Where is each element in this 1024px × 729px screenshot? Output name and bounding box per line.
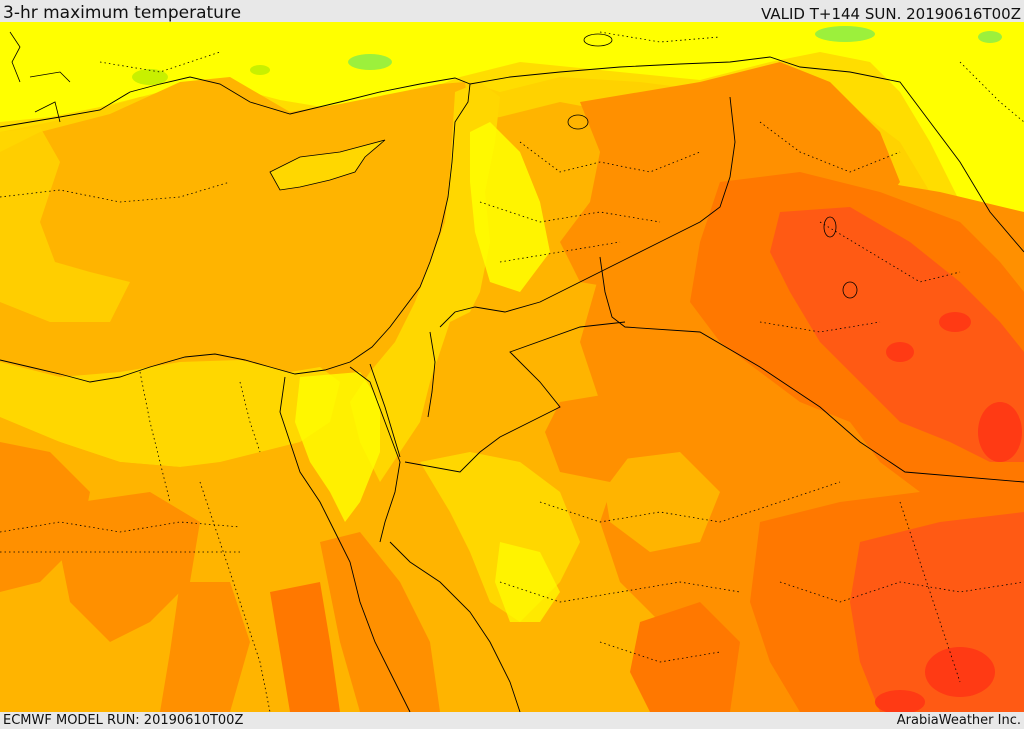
field-green-spot [348, 54, 392, 70]
border-iraq-saudi [599, 256, 1024, 483]
internal-borders [0, 31, 1024, 712]
field-yellow-sinai [295, 372, 380, 522]
border-syria-iraq-jordan [439, 96, 736, 328]
field-amber-arabia [600, 452, 720, 552]
footer-bar: ECMWF MODEL RUN: 20190610T00Z ArabiaWeat… [0, 712, 1024, 729]
field-orange-patch [545, 392, 640, 482]
field-yellow-arabia [495, 542, 560, 622]
field-red-orange-iraq [770, 207, 1024, 462]
valid-time-label: VALID T+144 SUN. 20190616T00Z [761, 5, 1021, 23]
map-title: 3-hr maximum temperature [3, 3, 242, 23]
temperature-map [0, 22, 1024, 712]
field-orange-egypt-south [160, 582, 250, 712]
field-gold-levant [350, 82, 500, 482]
border-jordan-saudi [404, 321, 626, 473]
credit-label: ArabiaWeather Inc. [896, 713, 1021, 728]
border-egypt-israel [369, 363, 401, 458]
coastline-red-sea-east [389, 541, 521, 712]
field-dark-orange-red-sea [270, 582, 340, 712]
field-green-spot [132, 69, 168, 85]
model-run-label: ECMWF MODEL RUN: 20190610T00Z [3, 713, 244, 728]
coastline-dead-sea [427, 331, 436, 418]
field-orange-egypt [60, 492, 200, 642]
field-green-spot [250, 65, 270, 75]
aegean-islands [9, 31, 71, 123]
field-yellow-north [0, 22, 1024, 272]
lake-outline [842, 281, 858, 299]
field-orange-red-sea [320, 532, 440, 712]
field-green-spot [815, 26, 875, 42]
field-red-spot [978, 402, 1022, 462]
lake-outline [583, 33, 613, 47]
coastline-sinai-east [349, 366, 401, 543]
field-red-spot [925, 647, 995, 697]
lake-outline [823, 216, 837, 238]
field-gold-west [0, 127, 130, 322]
header-bar: 3-hr maximum temperature VALID T+144 SUN… [0, 0, 1024, 23]
field-gold-egypt-north [0, 360, 340, 467]
field-cyprus [269, 139, 386, 191]
temperature-field-svg [0, 22, 1024, 712]
field-red-spot [939, 312, 971, 332]
coastline-red-sea-west [279, 376, 411, 712]
coastline-mediterranean [0, 76, 471, 383]
field-green-spot [978, 31, 1002, 43]
field-dark-orange-patch [630, 602, 740, 712]
field-red-spot [875, 690, 925, 712]
field-red-spot [886, 342, 914, 362]
border-turkey-south [469, 56, 1024, 253]
lake-outline [567, 114, 589, 130]
field-yellow-levant [470, 122, 550, 292]
